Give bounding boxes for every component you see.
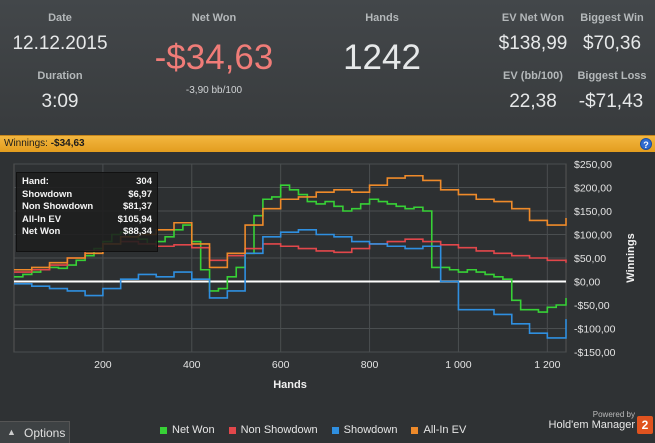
ev-net-won-label: EV Net Won bbox=[501, 12, 565, 24]
y-tick-label: $200,00 bbox=[574, 183, 612, 195]
x-tick-label: 400 bbox=[183, 359, 201, 371]
legend-label: Net Won bbox=[172, 424, 215, 436]
y-axis-label: Winnings bbox=[625, 233, 637, 282]
hm2-logo-icon: 2 bbox=[637, 416, 653, 434]
y-tick-label: $150,00 bbox=[574, 206, 612, 218]
y-tick-label: -$150,00 bbox=[574, 347, 616, 359]
y-tick-label: -$100,00 bbox=[574, 324, 616, 336]
date-label: Date bbox=[48, 12, 72, 24]
legend-item[interactable]: Non Showdown bbox=[228, 424, 318, 436]
legend-swatch bbox=[160, 426, 167, 434]
legend-label: Non Showdown bbox=[240, 424, 318, 436]
duration-label: Duration bbox=[37, 70, 83, 82]
tooltip-row: Net Won $88,34 bbox=[22, 226, 152, 239]
y-tick-label: $100,00 bbox=[574, 230, 612, 242]
chart-legend: Net Won Non Showdown Showdown All-In EV bbox=[160, 424, 480, 436]
biggest-win-value: $70,36 bbox=[582, 33, 642, 54]
legend-item[interactable]: Showdown bbox=[331, 424, 398, 436]
tooltip-row-label: All-In EV bbox=[22, 213, 62, 225]
options-button[interactable]: ▲ Options bbox=[0, 421, 70, 443]
tooltip-row-value: $81,37 bbox=[122, 201, 152, 212]
tooltip-row: Hand: 304 bbox=[22, 176, 152, 189]
legend-swatch bbox=[331, 426, 339, 434]
net-won-bb: -3,90 bb/100 bbox=[185, 85, 243, 96]
winnings-summary: Winnings: -$34,63 bbox=[4, 138, 85, 149]
x-tick-label: 600 bbox=[272, 359, 290, 371]
duration-value: 3:09 bbox=[41, 91, 79, 112]
legend-swatch bbox=[411, 426, 419, 434]
biggest-win-label: Biggest Win bbox=[580, 12, 644, 24]
y-tick-label: -$50,00 bbox=[574, 300, 610, 312]
x-axis-label: Hands bbox=[273, 379, 307, 391]
tooltip-row: Showdown $6,97 bbox=[22, 189, 152, 202]
brand: Powered by Hold'em Manager 2 bbox=[548, 410, 653, 434]
net-won-label: Net Won bbox=[191, 12, 237, 24]
ev-bb-label: EV (bb/100) bbox=[503, 70, 563, 82]
hands-value: 1242 bbox=[343, 38, 421, 77]
y-tick-label: $50,00 bbox=[574, 253, 606, 265]
net-won-value: -$34,63 bbox=[154, 38, 274, 77]
legend-label: All-In EV bbox=[423, 424, 467, 436]
winnings-bar: Winnings: -$34,63 ? bbox=[0, 135, 655, 152]
date-value: 12.12.2015 bbox=[12, 33, 108, 54]
winnings-value: -$34,63 bbox=[50, 138, 85, 149]
options-label: Options bbox=[24, 426, 66, 440]
tooltip-row-label: Net Won bbox=[22, 226, 61, 237]
help-icon[interactable]: ? bbox=[640, 138, 652, 150]
tooltip-row-value: 304 bbox=[136, 176, 152, 187]
expand-up-icon: ▲ bbox=[7, 427, 16, 437]
brand-name: Hold'em Manager bbox=[548, 419, 635, 431]
legend-label: Showdown bbox=[343, 424, 398, 436]
tooltip-row-value: $6,97 bbox=[128, 188, 152, 200]
legend-item[interactable]: Net Won bbox=[160, 424, 215, 436]
hands-label: Hands bbox=[365, 12, 399, 24]
tooltip-row-label: Showdown bbox=[22, 188, 73, 200]
tooltip-row-label: Hand: bbox=[22, 176, 49, 187]
legend-item[interactable]: All-In EV bbox=[411, 424, 466, 436]
tooltip-row: All-In EV $105,94 bbox=[22, 214, 152, 227]
tooltip-row-value: $88,34 bbox=[122, 226, 152, 237]
session-stats-panel: Date 12.12.2015 Duration 3:09 Net Won -$… bbox=[0, 0, 655, 135]
ev-bb-value: 22,38 bbox=[509, 91, 557, 112]
ev-net-won-value: $138,99 bbox=[498, 33, 568, 54]
powered-by-text: Powered by bbox=[592, 410, 635, 419]
x-tick-label: 200 bbox=[94, 359, 112, 371]
x-tick-label: 1 200 bbox=[534, 359, 560, 371]
biggest-loss-label: Biggest Loss bbox=[577, 70, 647, 82]
legend-swatch bbox=[228, 426, 236, 434]
winnings-chart: $250,00 $200,00 $150,00 $100,00 $50,00 $0,00 -… bbox=[0, 152, 655, 443]
tooltip-row: Non Showdown $81,37 bbox=[22, 201, 152, 214]
y-tick-label: $0,00 bbox=[574, 277, 600, 289]
hover-tooltip: Hand: 304 Showdown $6,97 Non Showdown $81,37 A… bbox=[16, 172, 158, 252]
tooltip-row-value: $105,94 bbox=[117, 213, 152, 225]
biggest-loss-value: -$71,43 bbox=[578, 91, 644, 112]
winnings-label: Winnings: bbox=[4, 138, 48, 149]
tooltip-row-label: Non Showdown bbox=[22, 201, 94, 212]
series-line-showdown bbox=[14, 229, 567, 339]
x-tick-label: 1 000 bbox=[445, 359, 471, 371]
x-tick-label: 800 bbox=[361, 359, 379, 371]
y-tick-label: $250,00 bbox=[574, 159, 612, 171]
